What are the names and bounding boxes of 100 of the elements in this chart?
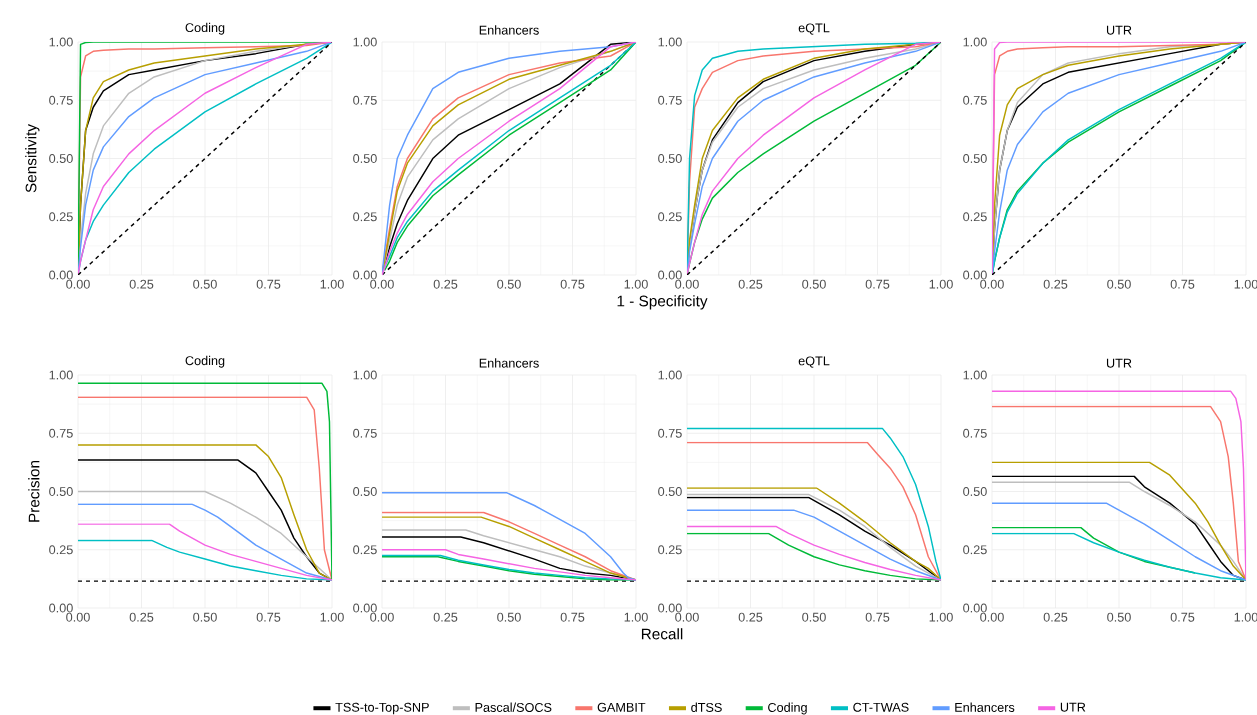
x-tick-label: 0.50 — [193, 279, 217, 289]
y-tick-label: 0.25 — [658, 212, 682, 222]
y-tick-label: 0.25 — [963, 212, 987, 222]
x-tick-label: 0.75 — [1170, 612, 1195, 622]
y-tick-label: 0.25 — [49, 212, 73, 222]
y-tick-label: 0.25 — [49, 545, 73, 555]
y-tick-label: 1.00 — [353, 37, 377, 47]
legend-label: GAMBIT — [597, 702, 646, 712]
y-tick-label: 0.75 — [963, 428, 987, 438]
y-tick-label: 0.00 — [658, 270, 682, 280]
chart-title: Coding — [185, 22, 225, 35]
y-axis-title: Precision — [28, 460, 40, 522]
y-tick-label: 0.00 — [49, 270, 73, 280]
x-tick-label: 0.75 — [1170, 279, 1195, 289]
x-tick-label: 0.75 — [256, 279, 281, 289]
y-tick-label: 0.75 — [658, 428, 682, 438]
x-axis-title: 1 - Specificity — [617, 295, 708, 310]
x-tick-label: 1.00 — [1234, 612, 1257, 622]
y-tick-label: 0.50 — [658, 487, 682, 496]
x-tick-label: 0.50 — [1107, 279, 1131, 289]
legend-label: TSS-to-Top-SNP — [335, 702, 429, 715]
y-tick-label: 0.00 — [658, 603, 682, 613]
x-tick-label: 1.00 — [320, 279, 344, 289]
y-tick-label: 0.75 — [353, 95, 377, 105]
y-tick-label: 0.00 — [963, 270, 987, 280]
legend-label: Pascal/SOCS — [475, 702, 552, 712]
y-tick-label: 1.00 — [353, 370, 377, 380]
x-tick-label: 0.75 — [865, 279, 890, 289]
y-tick-label: 0.75 — [658, 95, 682, 105]
chart-title: eQTL — [798, 356, 830, 368]
y-tick-label: 0.00 — [353, 270, 377, 280]
x-tick-label: 0.50 — [802, 279, 826, 289]
legend-label: Enhancers — [955, 702, 1015, 712]
x-tick-label: 0.50 — [1107, 612, 1131, 622]
x-tick-label: 0.25 — [433, 279, 458, 289]
y-tick-label: 1.00 — [49, 37, 73, 47]
y-tick-label: 0.50 — [353, 487, 377, 496]
y-axis-title: Sensitivity — [25, 124, 40, 193]
x-tick-label: 0.00 — [66, 279, 90, 289]
y-tick-label: 1.00 — [963, 37, 987, 47]
y-tick-label: 1.00 — [658, 370, 682, 380]
y-tick-label: 0.50 — [963, 154, 987, 163]
x-tick-label: 0.75 — [865, 612, 890, 622]
y-tick-label: 0.50 — [49, 154, 73, 163]
x-tick-label: 0.00 — [370, 279, 394, 289]
legend-label: dTSS — [691, 702, 722, 712]
y-tick-label: 0.75 — [353, 428, 377, 438]
x-tick-label: 0.75 — [560, 279, 585, 289]
x-tick-label: 0.00 — [675, 612, 699, 622]
y-tick-label: 0.75 — [49, 428, 73, 438]
x-tick-label: 0.00 — [980, 279, 1004, 289]
x-tick-label: 0.25 — [1043, 279, 1068, 289]
x-tick-label: 0.00 — [675, 279, 699, 289]
line-series — [992, 502, 1246, 581]
line-series — [687, 509, 942, 581]
x-tick-label: 0.25 — [129, 279, 154, 289]
x-tick-label: 0.50 — [497, 279, 521, 289]
x-tick-label: 1.00 — [929, 612, 953, 622]
x-tick-label: 0.25 — [433, 612, 458, 622]
chart-title: Enhancers — [479, 25, 539, 35]
legend-label: CT-TWAS — [853, 702, 909, 712]
chart-title: Enhancers — [479, 358, 539, 368]
y-tick-label: 0.00 — [49, 603, 73, 613]
x-tick-label: 0.50 — [497, 612, 521, 622]
y-tick-label: 0.50 — [353, 154, 377, 163]
y-tick-label: 1.00 — [49, 370, 73, 380]
legend-label: UTR — [1060, 702, 1086, 712]
x-tick-label: 1.00 — [1234, 279, 1257, 289]
line-series — [382, 491, 636, 581]
chart-title: UTR — [1106, 25, 1132, 35]
y-tick-label: 1.00 — [963, 370, 987, 380]
x-tick-label: 1.00 — [624, 612, 648, 622]
x-tick-label: 1.00 — [320, 612, 344, 622]
chart-title: Coding — [185, 355, 225, 368]
chart-title: UTR — [1106, 358, 1132, 368]
x-tick-label: 0.75 — [256, 612, 281, 622]
legend-label: Coding — [768, 702, 807, 715]
x-tick-label: 0.00 — [66, 612, 90, 622]
x-tick-label: 0.25 — [738, 279, 763, 289]
x-axis-title: Recall — [641, 628, 683, 640]
y-tick-label: 0.75 — [49, 95, 73, 105]
y-tick-label: 0.75 — [963, 95, 987, 105]
x-tick-label: 0.50 — [802, 612, 826, 622]
y-tick-label: 0.00 — [963, 603, 987, 613]
y-tick-label: 0.50 — [49, 487, 73, 496]
y-tick-label: 0.00 — [353, 603, 377, 613]
y-tick-label: 0.25 — [658, 545, 682, 555]
y-tick-label: 0.25 — [353, 212, 377, 222]
y-tick-label: 0.25 — [963, 545, 987, 555]
chart-title: eQTL — [798, 23, 830, 35]
x-tick-label: 0.25 — [1043, 612, 1068, 622]
y-tick-label: 0.50 — [963, 487, 987, 496]
x-tick-label: 1.00 — [929, 279, 953, 289]
x-tick-label: 0.00 — [980, 612, 1004, 622]
x-tick-label: 0.75 — [560, 612, 585, 622]
y-tick-label: 0.25 — [353, 545, 377, 555]
x-tick-label: 0.25 — [129, 612, 154, 622]
x-tick-label: 0.25 — [738, 612, 763, 622]
x-tick-label: 0.00 — [370, 612, 394, 622]
y-tick-label: 1.00 — [658, 37, 682, 47]
